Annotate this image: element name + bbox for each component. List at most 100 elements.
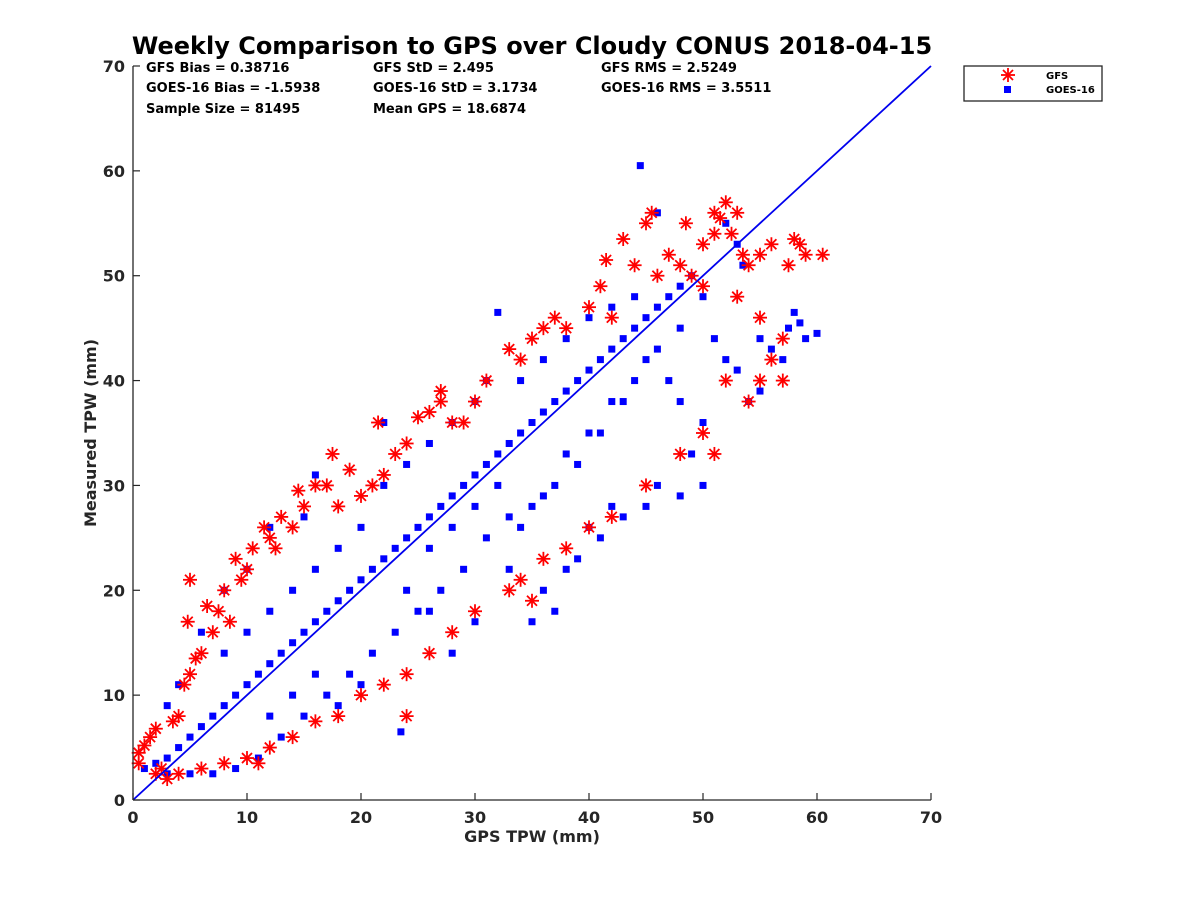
goes-16-point xyxy=(482,460,490,468)
gfs-point xyxy=(792,237,807,252)
gfs-point xyxy=(513,352,528,367)
gfs-point xyxy=(331,499,346,514)
goes-std-text: GOES-16 StD = 3.1734 xyxy=(373,81,537,96)
y-tick-label: 50 xyxy=(103,267,125,286)
x-tick-label: 40 xyxy=(578,808,600,827)
legend-gfs-marker xyxy=(1001,68,1015,82)
goes-16-point xyxy=(676,282,684,290)
gfs-point xyxy=(696,426,710,440)
gfs-point xyxy=(183,667,197,682)
gfs-point xyxy=(262,530,277,545)
goes-16-point xyxy=(585,429,593,437)
gfs-point xyxy=(650,268,665,283)
gfs-point xyxy=(764,352,779,367)
stats-annotations: GFS Bias = 0.38716 GOES-16 Bias = -1.593… xyxy=(146,61,771,117)
goes-16-point xyxy=(528,419,536,427)
goes-16-point xyxy=(494,308,502,316)
goes-16-point xyxy=(642,502,650,510)
gfs-point xyxy=(228,551,243,566)
goes-16-point xyxy=(528,502,536,510)
gfs-point xyxy=(131,756,146,771)
goes-16-point xyxy=(665,377,673,385)
gfs-point xyxy=(696,237,710,252)
x-tick-label: 70 xyxy=(920,808,942,827)
gfs-point xyxy=(177,677,192,692)
gfs-bias-text: GFS Bias = 0.38716 xyxy=(146,61,289,76)
goes-16-point xyxy=(653,481,661,489)
gfs-point xyxy=(354,488,368,503)
goes-16-point xyxy=(323,691,331,699)
goes-16-point xyxy=(608,345,616,353)
goes-16-point xyxy=(232,691,240,699)
goes-16-point xyxy=(665,293,673,301)
goes-16-point xyxy=(289,691,297,699)
gfs-point xyxy=(559,541,574,556)
gfs-rms-text: GFS RMS = 2.5249 xyxy=(601,61,737,76)
goes-16-point xyxy=(631,293,639,301)
goes-16-point xyxy=(767,345,775,353)
goes-16-point xyxy=(482,534,490,542)
gfs-point xyxy=(171,709,186,724)
goes-16-point xyxy=(266,712,274,720)
goes-16-point xyxy=(300,513,308,521)
gfs-point xyxy=(376,677,391,692)
gfs-point xyxy=(285,520,300,535)
gfs-point xyxy=(180,614,195,629)
y-tick-label: 30 xyxy=(103,476,125,495)
sample-size-text: Sample Size = 81495 xyxy=(146,102,300,117)
goes-16-point xyxy=(380,481,388,489)
gfs-point xyxy=(422,405,437,420)
goes-16-point xyxy=(471,471,479,479)
gfs-point xyxy=(205,625,220,640)
goes-16-point xyxy=(574,377,582,385)
goes-16-point xyxy=(539,408,547,416)
goes-16-point xyxy=(631,324,639,332)
gfs-point xyxy=(468,604,482,619)
goes-16-point xyxy=(676,492,684,500)
gfs-point xyxy=(143,730,158,745)
goes-16-point xyxy=(505,565,513,573)
gfs-point xyxy=(222,614,237,629)
gfs-point xyxy=(194,646,209,661)
gfs-point xyxy=(644,205,659,220)
goes-16-point xyxy=(391,544,399,552)
y-tick-label: 40 xyxy=(103,372,125,391)
gfs-point xyxy=(376,467,391,482)
gfs-point xyxy=(262,740,277,755)
goes-16-point xyxy=(642,356,650,364)
goes-16-point xyxy=(323,607,331,615)
x-tick-label: 60 xyxy=(806,808,828,827)
gfs-point xyxy=(559,321,574,336)
goes-16-point xyxy=(699,481,707,489)
mean-gps-text: Mean GPS = 18.6874 xyxy=(373,102,526,117)
goes-16-point xyxy=(460,481,468,489)
goes-16-point xyxy=(277,649,285,657)
goes-16-point xyxy=(357,681,365,689)
gfs-point xyxy=(639,216,653,231)
gfs-point xyxy=(582,520,596,535)
goes-16-point xyxy=(596,429,604,437)
gfs-point xyxy=(297,499,311,514)
gfs-point xyxy=(593,279,608,294)
goes-16-point xyxy=(140,765,148,773)
goes-16-point xyxy=(676,398,684,406)
gfs-point xyxy=(365,478,380,493)
gfs-point xyxy=(200,599,215,614)
gfs-point xyxy=(661,247,676,262)
gfs-point xyxy=(604,509,619,524)
gfs-point xyxy=(673,446,688,461)
legend-gfs-label: GFS xyxy=(1046,71,1068,82)
goes-16-point xyxy=(346,586,354,594)
gfs-point xyxy=(741,258,756,273)
goes-16-point xyxy=(425,607,433,615)
gfs-point xyxy=(194,761,209,776)
goes-16-point xyxy=(790,308,798,316)
gfs-point xyxy=(753,373,767,388)
goes-16-point xyxy=(653,303,661,311)
goes-16-point xyxy=(710,335,718,343)
goes-16-point xyxy=(756,387,764,395)
goes-16-point xyxy=(334,702,342,710)
goes-16-point xyxy=(334,544,342,552)
gfs-point xyxy=(707,446,722,461)
